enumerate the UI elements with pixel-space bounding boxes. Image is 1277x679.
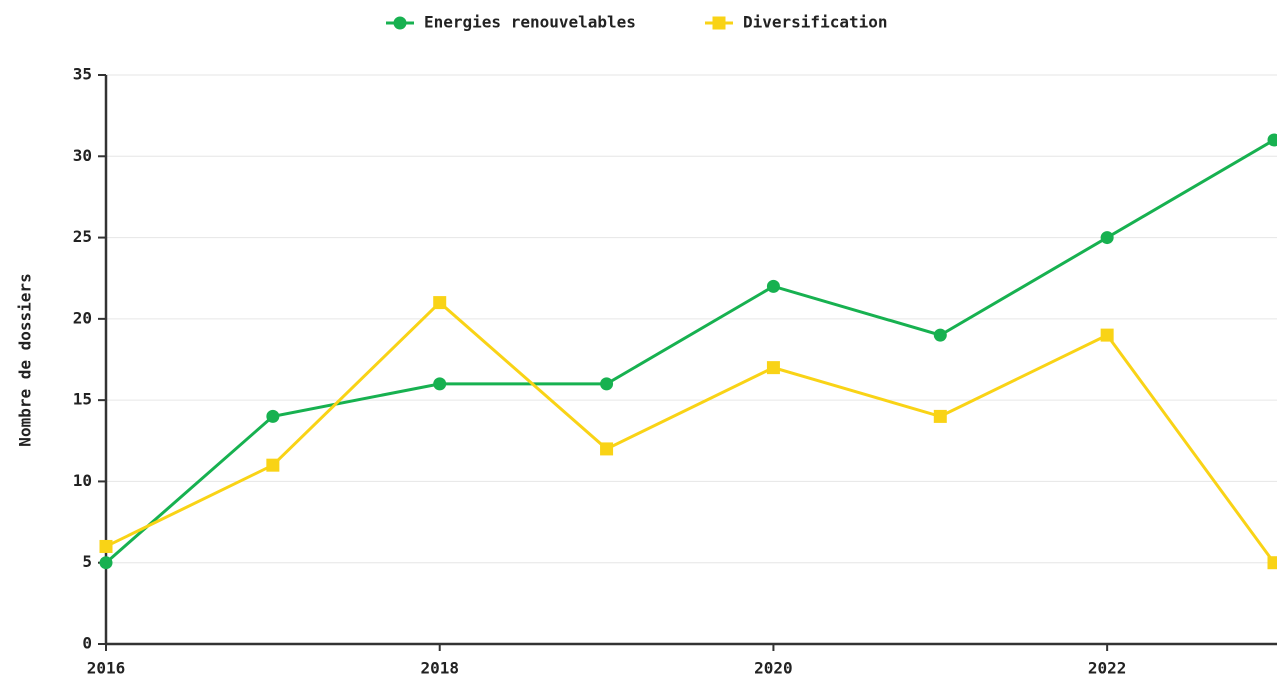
marker: [266, 458, 280, 472]
y-tick-label: 30: [73, 146, 92, 165]
y-tick-label: 5: [82, 552, 92, 571]
marker: [1267, 133, 1277, 147]
legend-marker: [393, 16, 407, 30]
marker: [266, 409, 280, 423]
marker: [99, 556, 113, 570]
marker: [99, 539, 113, 553]
series-line: [105, 138, 1275, 564]
y-tick-label: 0: [82, 634, 92, 653]
y-tick-label: 10: [73, 471, 92, 490]
x-tick-label: 2022: [1088, 659, 1127, 678]
marker: [600, 377, 614, 391]
marker: [433, 377, 447, 391]
marker: [1100, 231, 1114, 245]
marker: [933, 409, 947, 423]
legend-marker: [712, 16, 726, 30]
y-tick-label: 20: [73, 308, 92, 327]
marker: [1100, 328, 1114, 342]
legend-label: Diversification: [743, 13, 888, 32]
x-tick-label: 2020: [754, 659, 793, 678]
y-tick-label: 35: [73, 65, 92, 84]
y-tick-label: 15: [73, 390, 92, 409]
marker: [766, 361, 780, 375]
series-line: [105, 300, 1276, 564]
x-tick-label: 2018: [420, 659, 459, 678]
y-tick-label: 25: [73, 227, 92, 246]
legend-label: Energies renouvelables: [424, 13, 636, 32]
marker: [1267, 556, 1277, 570]
marker: [933, 328, 947, 342]
x-tick-label: 2016: [87, 659, 126, 678]
marker: [600, 442, 614, 456]
marker: [766, 279, 780, 293]
marker: [433, 296, 447, 310]
y-axis-label: Nombre de dossiers: [16, 273, 35, 446]
